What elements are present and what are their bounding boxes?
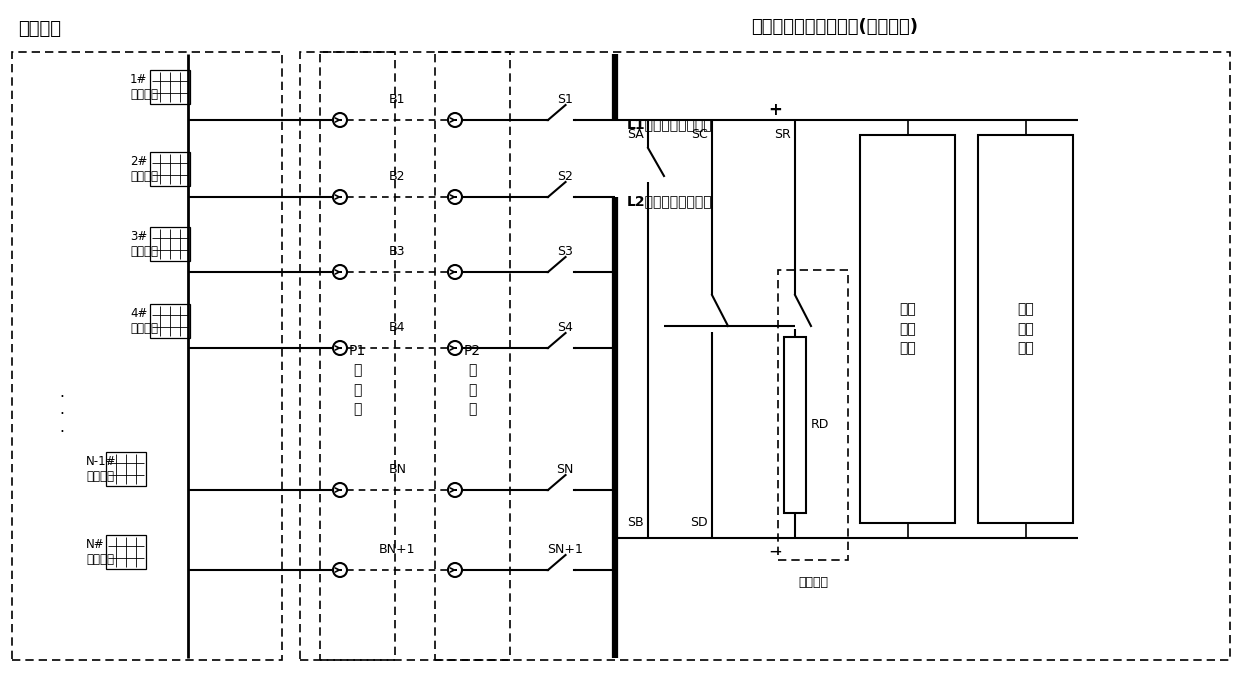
Text: B3: B3 [389,245,405,258]
Text: SN: SN [556,463,574,476]
Text: S4: S4 [558,321,572,334]
Bar [784,337,807,513]
Text: ·
·
·: · · · [59,390,64,440]
Text: N#
单体电池: N# 单体电池 [85,538,114,566]
Bar [107,452,146,486]
Bar [435,52,510,660]
Bar [320,52,395,660]
Text: 恒流
充电
电路: 恒流 充电 电路 [1017,303,1033,356]
Bar [150,70,190,104]
Text: 放电模块: 放电模块 [798,575,828,589]
Text: S3: S3 [558,245,572,258]
Text: 电池单元: 电池单元 [19,20,61,38]
Text: L1（奇数端公共线）: L1（奇数端公共线） [627,117,712,131]
Bar [860,135,955,523]
Text: P2
接
插
件: P2 接 插 件 [463,344,481,416]
Text: 电压
采样
电路: 电压 采样 电路 [900,303,916,356]
Text: BN+1: BN+1 [379,543,416,556]
Text: SB: SB [627,517,644,530]
Text: B2: B2 [389,170,405,183]
Text: 2#
单体电池: 2# 单体电池 [130,155,159,183]
Text: SC: SC [691,129,707,141]
Text: N-1#
单体电池: N-1# 单体电池 [85,455,116,483]
Bar [300,52,1230,660]
Bar [150,304,190,338]
Text: SN+1: SN+1 [548,543,582,556]
Text: RD: RD [812,419,829,431]
Text: B4: B4 [389,321,405,334]
Text: S1: S1 [558,93,572,106]
Bar [150,152,190,186]
Text: 补充电式电池管理电路(最小单元): 补充电式电池管理电路(最小单元) [752,18,918,36]
Text: BN: BN [389,463,406,476]
Text: SR: SR [774,129,790,141]
Bar [978,135,1073,523]
Text: L2（偶数端公共线）: L2（偶数端公共线） [627,194,712,208]
Bar [12,52,282,660]
Text: P1
接
插
件: P1 接 插 件 [348,344,366,416]
Text: 4#
单体电池: 4# 单体电池 [130,307,159,335]
Bar [778,270,847,560]
Bar [150,227,190,261]
Bar [107,535,146,569]
Text: −: − [768,543,782,561]
Text: SA: SA [627,129,644,141]
Text: S2: S2 [558,170,572,183]
Text: 1#
单体电池: 1# 单体电池 [130,73,159,101]
Text: +: + [768,101,782,119]
Text: 3#
单体电池: 3# 单体电池 [130,230,159,258]
Text: SD: SD [690,517,707,530]
Text: B1: B1 [389,93,405,106]
